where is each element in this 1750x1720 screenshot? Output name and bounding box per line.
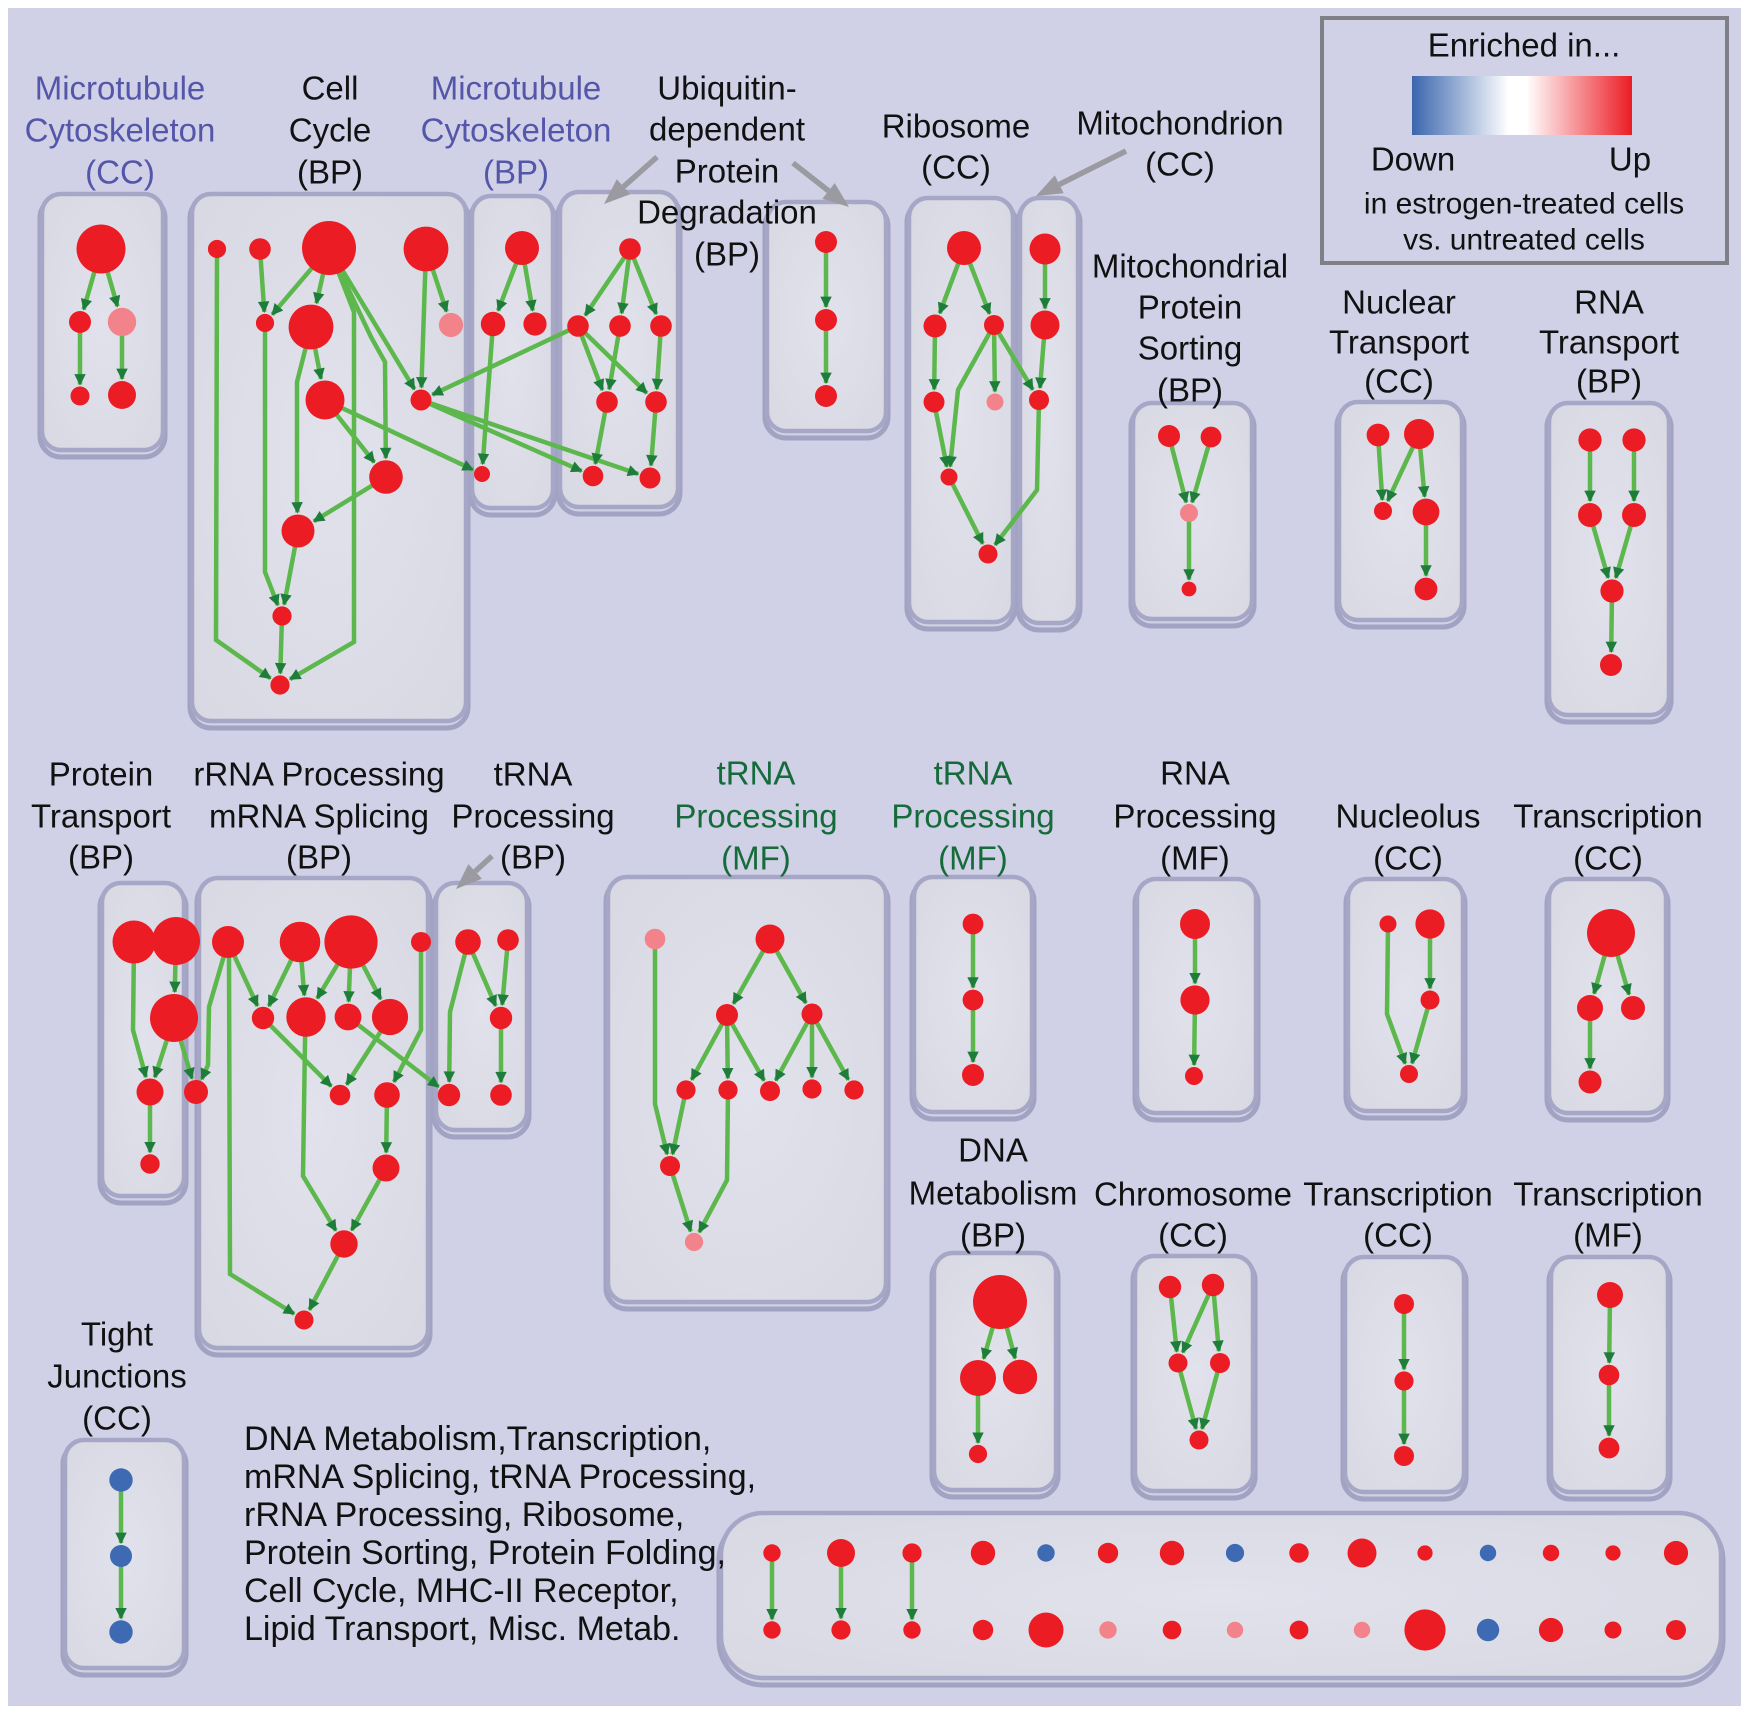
svg-text:Ubiquitin-: Ubiquitin-: [657, 70, 796, 107]
svg-text:RNA: RNA: [1160, 755, 1230, 792]
svg-text:Protein Sorting, Protein Foldi: Protein Sorting, Protein Folding,: [244, 1534, 726, 1572]
svg-text:tRNA: tRNA: [494, 756, 573, 793]
svg-text:(BP): (BP): [68, 839, 134, 876]
svg-text:Microtubule: Microtubule: [35, 70, 206, 107]
svg-text:Mitochondrial: Mitochondrial: [1092, 248, 1288, 285]
svg-text:Cell Cycle, MHC-II Receptor,: Cell Cycle, MHC-II Receptor,: [244, 1572, 679, 1610]
svg-text:Transcription: Transcription: [1303, 1176, 1493, 1213]
svg-text:(BP): (BP): [500, 839, 566, 876]
svg-text:(CC): (CC): [82, 1400, 152, 1437]
svg-text:Nuclear: Nuclear: [1342, 284, 1456, 321]
svg-text:mRNA Splicing: mRNA Splicing: [209, 798, 429, 835]
svg-text:(CC): (CC): [1364, 363, 1434, 400]
svg-text:Lipid Transport, Misc. Metab.: Lipid Transport, Misc. Metab.: [244, 1610, 681, 1648]
svg-text:(CC): (CC): [921, 149, 991, 186]
svg-text:Up: Up: [1609, 141, 1651, 178]
svg-text:Transport: Transport: [31, 798, 171, 835]
svg-text:Tight: Tight: [81, 1316, 153, 1353]
svg-text:Protein: Protein: [49, 756, 154, 793]
svg-text:Nucleolus: Nucleolus: [1336, 798, 1481, 835]
svg-text:Processing: Processing: [891, 798, 1054, 835]
svg-text:(CC): (CC): [1158, 1217, 1228, 1254]
svg-text:Transcription: Transcription: [1513, 1176, 1703, 1213]
svg-text:DNA: DNA: [958, 1132, 1028, 1169]
svg-text:Protein: Protein: [675, 153, 780, 190]
svg-text:(CC): (CC): [1145, 146, 1215, 183]
svg-text:(BP): (BP): [1576, 363, 1642, 400]
svg-text:dependent: dependent: [649, 111, 805, 148]
svg-text:Processing: Processing: [451, 798, 614, 835]
svg-text:Metabolism: Metabolism: [909, 1175, 1078, 1212]
svg-text:Degradation: Degradation: [637, 194, 817, 231]
svg-text:Mitochondrion: Mitochondrion: [1076, 105, 1283, 142]
svg-text:Cytoskeleton: Cytoskeleton: [25, 112, 216, 149]
svg-text:Processing: Processing: [674, 798, 837, 835]
svg-text:Enriched in...: Enriched in...: [1428, 27, 1621, 64]
svg-text:in estrogen-treated cells: in estrogen-treated cells: [1364, 188, 1684, 221]
svg-text:(CC): (CC): [1573, 840, 1643, 877]
svg-text:Down: Down: [1371, 141, 1455, 178]
svg-text:mRNA Splicing, tRNA Processing: mRNA Splicing, tRNA Processing,: [244, 1458, 756, 1496]
svg-text:Cycle: Cycle: [289, 112, 372, 149]
svg-text:(MF): (MF): [938, 840, 1008, 877]
svg-text:DNA Metabolism,Transcription,: DNA Metabolism,Transcription,: [244, 1420, 711, 1458]
svg-text:Microtubule: Microtubule: [431, 70, 602, 107]
svg-text:(BP): (BP): [960, 1217, 1026, 1254]
svg-text:vs. untreated cells: vs. untreated cells: [1403, 224, 1645, 257]
svg-text:Cell: Cell: [302, 70, 359, 107]
svg-text:Processing: Processing: [1113, 798, 1276, 835]
svg-text:Transport: Transport: [1539, 324, 1679, 361]
svg-text:(BP): (BP): [694, 236, 760, 273]
svg-text:(MF): (MF): [1573, 1217, 1643, 1254]
svg-text:(CC): (CC): [1363, 1217, 1433, 1254]
svg-text:tRNA: tRNA: [717, 755, 796, 792]
svg-text:(BP): (BP): [286, 839, 352, 876]
svg-text:(MF): (MF): [721, 840, 791, 877]
svg-text:(CC): (CC): [85, 154, 155, 191]
svg-text:(BP): (BP): [297, 154, 363, 191]
svg-text:Chromosome: Chromosome: [1094, 1176, 1292, 1213]
svg-text:Sorting: Sorting: [1138, 330, 1243, 367]
svg-text:(BP): (BP): [483, 154, 549, 191]
svg-text:rRNA Processing, Ribosome,: rRNA Processing, Ribosome,: [244, 1496, 684, 1534]
svg-text:Protein: Protein: [1138, 289, 1243, 326]
svg-text:Cytoskeleton: Cytoskeleton: [421, 112, 612, 149]
svg-text:Transport: Transport: [1329, 324, 1469, 361]
svg-text:rRNA Processing: rRNA Processing: [193, 756, 444, 793]
svg-text:Ribosome: Ribosome: [882, 108, 1031, 145]
svg-text:RNA: RNA: [1574, 284, 1644, 321]
svg-text:tRNA: tRNA: [934, 755, 1013, 792]
svg-text:Junctions: Junctions: [47, 1358, 186, 1395]
svg-text:(CC): (CC): [1373, 840, 1443, 877]
svg-text:(BP): (BP): [1157, 372, 1223, 409]
svg-text:Transcription: Transcription: [1513, 798, 1703, 835]
svg-text:(MF): (MF): [1160, 840, 1230, 877]
